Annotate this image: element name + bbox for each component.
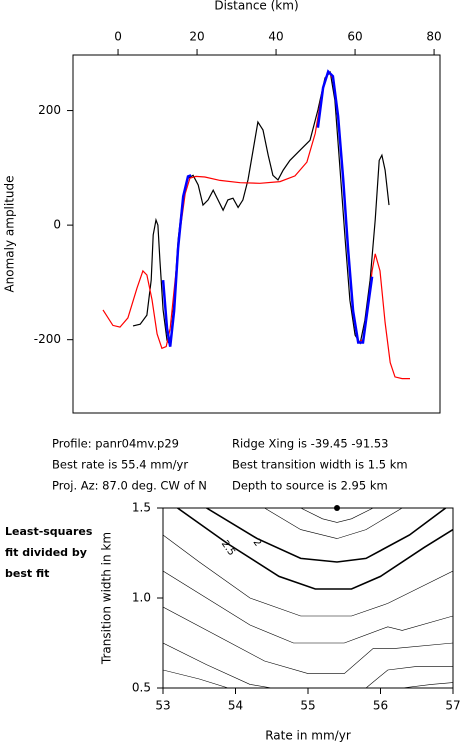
- info-text: Best rate is 55.4 mm/yr: [52, 458, 188, 472]
- info-text: Proj. Az: 87.0 deg. CW of N: [52, 479, 207, 493]
- contour-line: [206, 508, 447, 563]
- y-axis-title: Transition width in km: [100, 532, 114, 665]
- x-axis-title: Rate in mm/yr: [265, 729, 351, 743]
- x-tick-label: 80: [426, 30, 441, 44]
- x-tick-label: 40: [268, 30, 283, 44]
- contour-line: [163, 534, 453, 617]
- x-tick-label: 54: [228, 699, 243, 713]
- x-tick-label: 0: [114, 30, 122, 44]
- y-tick-label: -200: [34, 332, 61, 346]
- x-tick-label: 60: [347, 30, 362, 44]
- data-line: [102, 70, 410, 380]
- y-tick-label: 1.0: [132, 591, 151, 605]
- info-text: Profile: panr04mv.p29: [52, 437, 179, 451]
- side-note: Least-squares: [5, 525, 93, 538]
- x-tick-label: 57: [445, 699, 460, 713]
- contour-line: [163, 570, 453, 644]
- data-line: [132, 70, 390, 347]
- data-line: [161, 69, 374, 347]
- y-tick-label: 0.5: [132, 681, 151, 695]
- side-note: fit divided by: [5, 546, 87, 559]
- side-note: best fit: [5, 567, 49, 580]
- y-tick-label: 200: [38, 103, 61, 117]
- x-tick-label: 56: [373, 699, 388, 713]
- y-axis-title: Anomaly amplitude: [3, 175, 17, 292]
- contour-line: [300, 508, 374, 523]
- plot-frame: [72, 54, 441, 414]
- x-axis-title: Distance (km): [214, 0, 298, 13]
- contour-label: 2: [251, 537, 264, 549]
- x-tick-label: 53: [155, 699, 170, 713]
- contour-line: [177, 508, 453, 590]
- contour-line: [163, 669, 453, 688]
- y-tick-label: 1.5: [132, 501, 151, 515]
- contour-label: 2.5: [219, 539, 237, 558]
- info-text: Depth to source is 2.95 km: [232, 479, 388, 493]
- x-tick-label: 55: [300, 699, 315, 713]
- contour-line: [163, 606, 453, 674]
- contour-line: [264, 508, 403, 539]
- y-tick-label: 0: [53, 218, 61, 232]
- info-text: Ridge Xing is -39.45 -91.53: [232, 437, 388, 451]
- info-text: Best transition width is 1.5 km: [232, 458, 408, 472]
- contour-line: [163, 642, 453, 688]
- x-tick-label: 20: [189, 30, 204, 44]
